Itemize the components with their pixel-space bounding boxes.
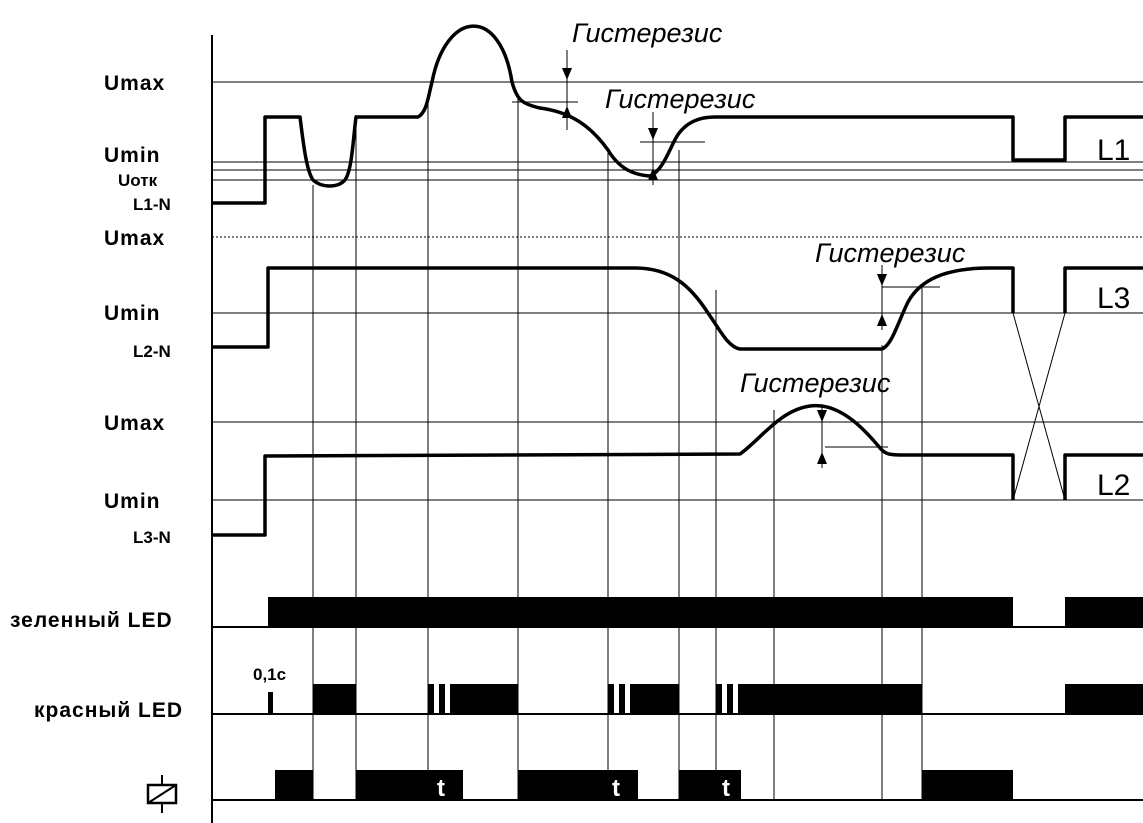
label-uotk: Uотк bbox=[118, 171, 158, 190]
phase-swap-lines bbox=[1012, 312, 1066, 501]
delay-mark-1: t bbox=[437, 775, 445, 802]
relay-coil-icon bbox=[146, 775, 178, 813]
label-umax-l2: Umax bbox=[104, 227, 165, 250]
delay-mark-2: t bbox=[612, 775, 620, 802]
label-umax-l1: Umax bbox=[104, 72, 165, 95]
hysteresis-label-1: Гистерезис bbox=[572, 18, 723, 48]
hysteresis-markers bbox=[512, 50, 940, 468]
phase-label-l1: L1 bbox=[1097, 134, 1130, 167]
label-l3n: L3-N bbox=[133, 528, 171, 547]
hysteresis-label-2: Гистерезис bbox=[605, 84, 756, 114]
green-led-bars bbox=[268, 597, 1143, 627]
label-umin-l1: Umin bbox=[104, 144, 161, 167]
hysteresis-label-3: Гистерезис bbox=[815, 238, 966, 268]
label-umin-l2: Umin bbox=[104, 302, 161, 325]
red-led-bars bbox=[268, 684, 1143, 714]
threshold-lines bbox=[212, 81, 1143, 501]
label-red-led: красный LED bbox=[34, 699, 183, 722]
label-l2n: L2-N bbox=[133, 342, 171, 361]
signal-l2n bbox=[212, 266, 1143, 351]
delay-mark-3: t bbox=[722, 775, 730, 802]
label-umin-l3: Umin bbox=[104, 490, 161, 513]
signal-l3n bbox=[212, 403, 1143, 537]
relay-bars bbox=[275, 770, 1013, 800]
event-markers bbox=[312, 95, 923, 800]
label-l1n: L1-N bbox=[133, 195, 171, 214]
signal-l1n bbox=[212, 24, 1143, 205]
pulse-label: 0,1с bbox=[253, 665, 286, 684]
phase-label-l3: L3 bbox=[1097, 282, 1130, 315]
phase-label-l2: L2 bbox=[1097, 469, 1130, 502]
hysteresis-label-4: Гистерезис bbox=[740, 368, 891, 398]
label-green-led: зеленный LED bbox=[10, 609, 173, 632]
label-umax-l3: Umax bbox=[104, 412, 165, 435]
